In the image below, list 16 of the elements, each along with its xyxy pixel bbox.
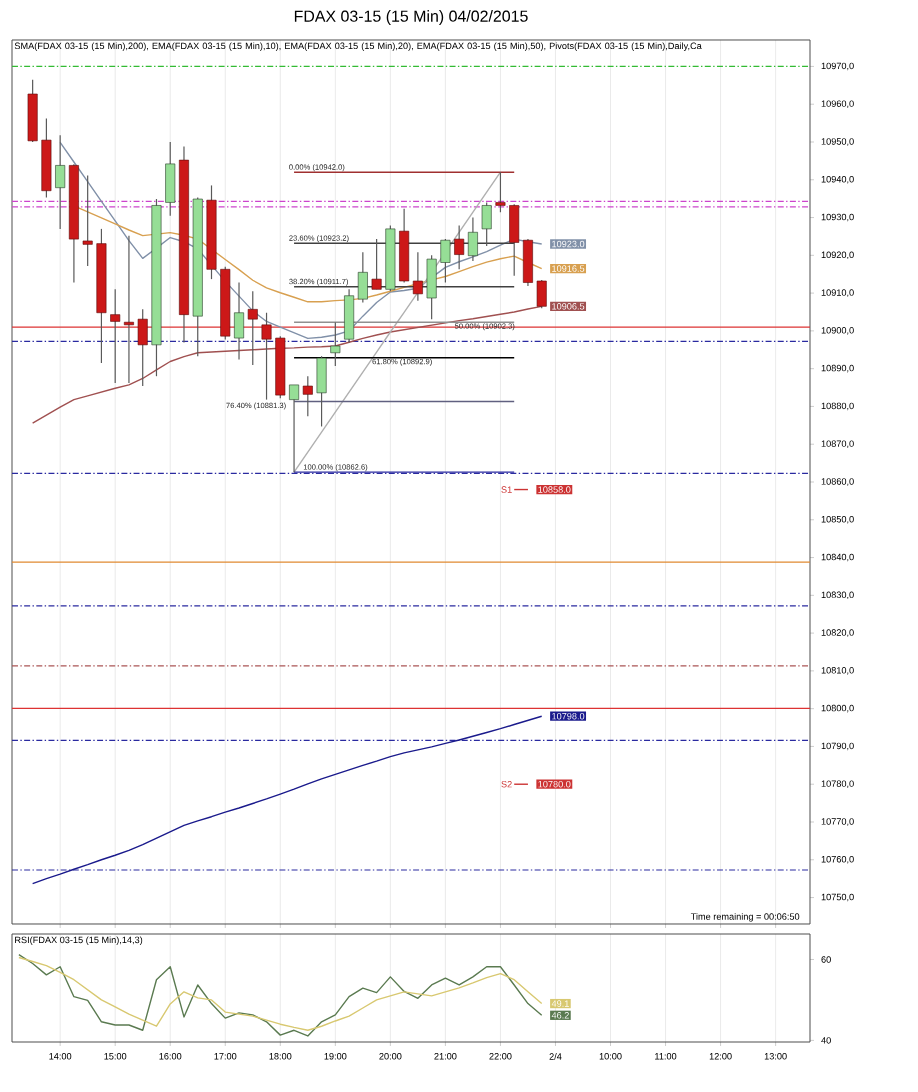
candlestick (110, 288, 121, 384)
candlestick (412, 251, 423, 302)
candlestick (481, 201, 492, 247)
candlestick (55, 134, 66, 230)
candlestick (302, 375, 313, 417)
candlestick (330, 321, 341, 367)
candlestick (344, 288, 355, 344)
candlestick (371, 238, 382, 290)
candlestick (316, 355, 327, 428)
candlestick (357, 251, 368, 304)
candlestick (247, 290, 258, 366)
candlestick (165, 141, 176, 217)
candlestick (454, 224, 465, 270)
candlestick (467, 216, 478, 262)
candlestick (289, 384, 300, 473)
candlestick (234, 281, 244, 361)
